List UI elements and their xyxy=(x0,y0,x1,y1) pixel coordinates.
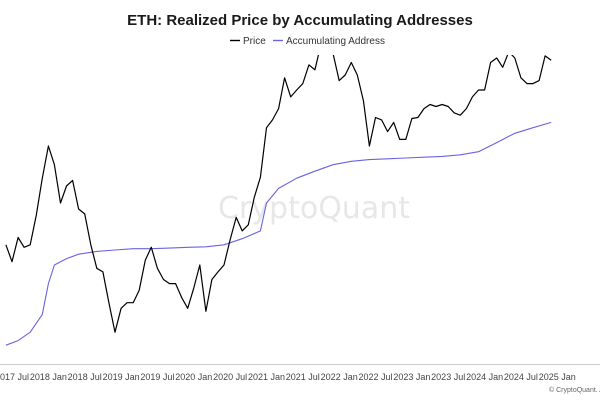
x-tick-label: 2024 Jul xyxy=(504,372,538,382)
legend: Price Accumulating Address xyxy=(230,36,385,47)
legend-label-price: Price xyxy=(243,36,266,47)
x-tick-label: 2022 Jan xyxy=(321,372,358,382)
x-tick-label: 2019 Jul xyxy=(140,372,174,382)
x-tick-label: 2024 Jan xyxy=(466,372,503,382)
chart-title: ETH: Realized Price by Accumulating Addr… xyxy=(127,12,473,29)
legend-label-accumulating-address: Accumulating Address xyxy=(286,36,385,47)
x-tick-label: 2019 Jan xyxy=(103,372,140,382)
series-line-accumulating-address xyxy=(5,121,552,346)
x-tick-label: 2017 Jul xyxy=(0,372,29,382)
x-tick-label: 2020 Jan xyxy=(175,372,212,382)
legend-item-price: Price xyxy=(230,36,266,47)
plot-area xyxy=(5,55,552,346)
series-line-price xyxy=(5,55,552,333)
x-tick-label: 2020 Jul xyxy=(213,372,247,382)
x-tick-label: 2021 Jul xyxy=(286,372,320,382)
x-tick-label: 2022 Jul xyxy=(358,372,392,382)
legend-item-accumulating-address: Accumulating Address xyxy=(273,36,385,47)
x-tick-label: 2025 Jan xyxy=(539,372,576,382)
x-tick-label: 2023 Jan xyxy=(393,372,430,382)
x-tick-label: 2021 Jan xyxy=(248,372,285,382)
copyright-notice: © CryptoQuant. All rights reserved. xyxy=(549,386,600,394)
x-tick-label: 2023 Jul xyxy=(431,372,465,382)
x-tick-label: 2018 Jan xyxy=(30,372,67,382)
x-tick-label: 2018 Jul xyxy=(68,372,102,382)
watermark: CryptoQuant xyxy=(218,191,410,226)
